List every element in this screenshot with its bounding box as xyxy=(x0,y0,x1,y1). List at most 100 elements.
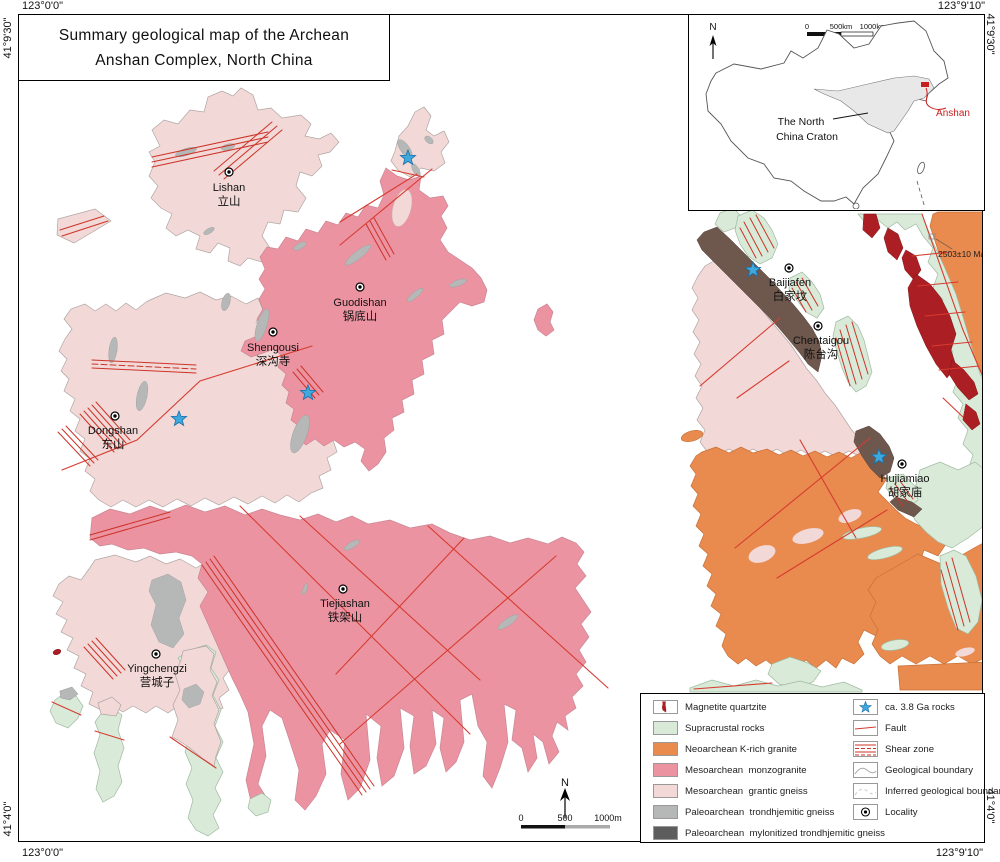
svg-text:1000m: 1000m xyxy=(594,813,622,823)
color-swatch-icon xyxy=(653,826,678,840)
magnetite-bodies xyxy=(52,213,981,655)
age-label: 2503±10 Ma xyxy=(938,249,985,259)
magnetite-swatch-icon xyxy=(653,700,678,714)
legend-item-shear-zone: Shear zone xyxy=(853,741,934,757)
title-box: Summary geological map of the Archean An… xyxy=(18,14,390,81)
inset-location-map: N 0 500km 1000km The North China Craton … xyxy=(688,14,985,211)
svg-text:Lishan: Lishan xyxy=(213,182,245,194)
craton-label-line1: The North xyxy=(778,116,825,128)
svg-text:1000km: 1000km xyxy=(860,22,887,31)
svg-text:深沟寺: 深沟寺 xyxy=(256,354,291,368)
coord-left-top: 41°9'30" xyxy=(2,17,14,59)
inset-north-arrow: N xyxy=(709,22,717,59)
region-granite-strip-legendtop xyxy=(897,661,983,691)
map-north-arrow: N xyxy=(560,777,570,819)
region-shear-strip-se xyxy=(939,549,983,635)
inset-scale-bar: 0 500km 1000km xyxy=(805,22,887,37)
legend-label: Supracrustal rocks xyxy=(685,722,765,734)
coord-right-top: 41°9'30" xyxy=(984,13,996,55)
svg-text:N: N xyxy=(561,777,569,789)
region-tiejiashan-monzogranite xyxy=(89,504,592,813)
svg-text:Tiejiashan: Tiejiashan xyxy=(320,598,370,610)
faults xyxy=(51,168,983,769)
color-swatch-icon xyxy=(653,742,678,756)
region-small-monzogranite xyxy=(533,303,555,337)
china-outline xyxy=(705,20,949,205)
legend-item-supracrustal: Supracrustal rocks xyxy=(653,721,764,735)
legend-item-monzogranite: Mesoarchean monzogranite xyxy=(653,763,807,777)
legend-item-locality: Locality xyxy=(853,804,918,820)
svg-text:营城子: 营城子 xyxy=(140,675,175,689)
svg-text:白家坟: 白家坟 xyxy=(773,289,808,303)
svg-text:0: 0 xyxy=(805,22,809,31)
anshan-label: Anshan xyxy=(936,108,970,119)
svg-text:500: 500 xyxy=(557,813,572,823)
legend-item-mylonitized: Paleoarchean mylonitized trondhjemitic g… xyxy=(653,826,885,840)
legend-label: Neoarchean K-rich granite xyxy=(685,743,797,755)
region-g1-graycap xyxy=(59,686,79,701)
color-swatch-icon xyxy=(653,805,678,819)
star-swatch-icon xyxy=(853,699,878,715)
gray-patch-yingchengzi xyxy=(148,573,187,649)
legend-label: Locality xyxy=(885,806,918,818)
band-wedge xyxy=(889,496,923,518)
south-sea-dashes xyxy=(916,180,926,209)
svg-text:500km: 500km xyxy=(830,22,853,31)
locality-swatch-icon xyxy=(853,804,878,820)
legend-item-fault: Fault xyxy=(853,720,906,736)
map-title-line2: Anshan Complex, North China xyxy=(95,51,313,69)
color-swatch-icon xyxy=(653,784,678,798)
region-mint-above-legend-1 xyxy=(767,656,822,689)
boundary-swatch-icon xyxy=(853,762,878,778)
legend-item-granitic-gneiss: Mesoarchean grantic gneiss xyxy=(653,784,808,798)
anshan-marker xyxy=(921,82,929,87)
age-annotation: 2503±10 Ma xyxy=(928,233,985,259)
map-title-line1: Summary geological map of the Archean xyxy=(58,26,350,44)
region-strip-chentaigou xyxy=(832,315,873,393)
svg-text:锅底山: 锅底山 xyxy=(343,309,378,323)
trondhjemitic-lenses xyxy=(108,135,519,709)
svg-text:N: N xyxy=(709,22,716,33)
legend-label: Paleoarchean trondhjemitic gneiss xyxy=(685,806,835,818)
coord-right-bottom: 41°4'0" xyxy=(984,788,996,824)
coord-top-right: 123°9'10" xyxy=(937,0,985,12)
shear-swatch-icon xyxy=(853,741,878,757)
svg-text:铁架山: 铁架山 xyxy=(328,611,363,624)
region-g2-cap xyxy=(97,696,122,717)
svg-text:Baijiafen: Baijiafen xyxy=(769,277,811,289)
coord-left-bottom: 41°4'0" xyxy=(2,801,14,837)
taiwan-outline xyxy=(917,161,925,175)
shear-zones xyxy=(57,121,971,796)
region-granite-lens xyxy=(680,430,704,442)
band-baijiafen xyxy=(696,226,823,373)
svg-text:Dongshan: Dongshan xyxy=(88,425,138,437)
svg-text:东山: 东山 xyxy=(102,438,125,451)
legend-item-ga38: ca. 3.8 Ga rocks xyxy=(853,699,955,715)
fault-swatch-icon xyxy=(853,720,878,736)
color-swatch-icon xyxy=(653,721,678,735)
svg-text:0: 0 xyxy=(518,813,523,823)
inset-canvas: N 0 500km 1000km The North China Craton … xyxy=(705,20,970,210)
legend-item-trondhjemitic: Paleoarchean trondhjemitic gneiss xyxy=(653,805,834,819)
coord-bottom-right: 123°9'10" xyxy=(935,847,983,859)
map-scale-bar: 0 500 1000m xyxy=(518,813,622,829)
color-swatch-icon xyxy=(653,763,678,777)
craton-label-line2: China Craton xyxy=(776,131,838,143)
region-strip-b xyxy=(788,271,825,319)
legend-item-krich-granite: Neoarchean K-rich granite xyxy=(653,742,797,756)
hainan-outline xyxy=(852,202,860,210)
region-mint-above-legend-2 xyxy=(689,679,863,693)
legend-label: Mesoarchean monzogranite xyxy=(685,764,807,776)
legend-item-magnetite: Magnetite quartzite xyxy=(653,700,767,714)
anshan-leader-squiggle xyxy=(925,87,947,110)
